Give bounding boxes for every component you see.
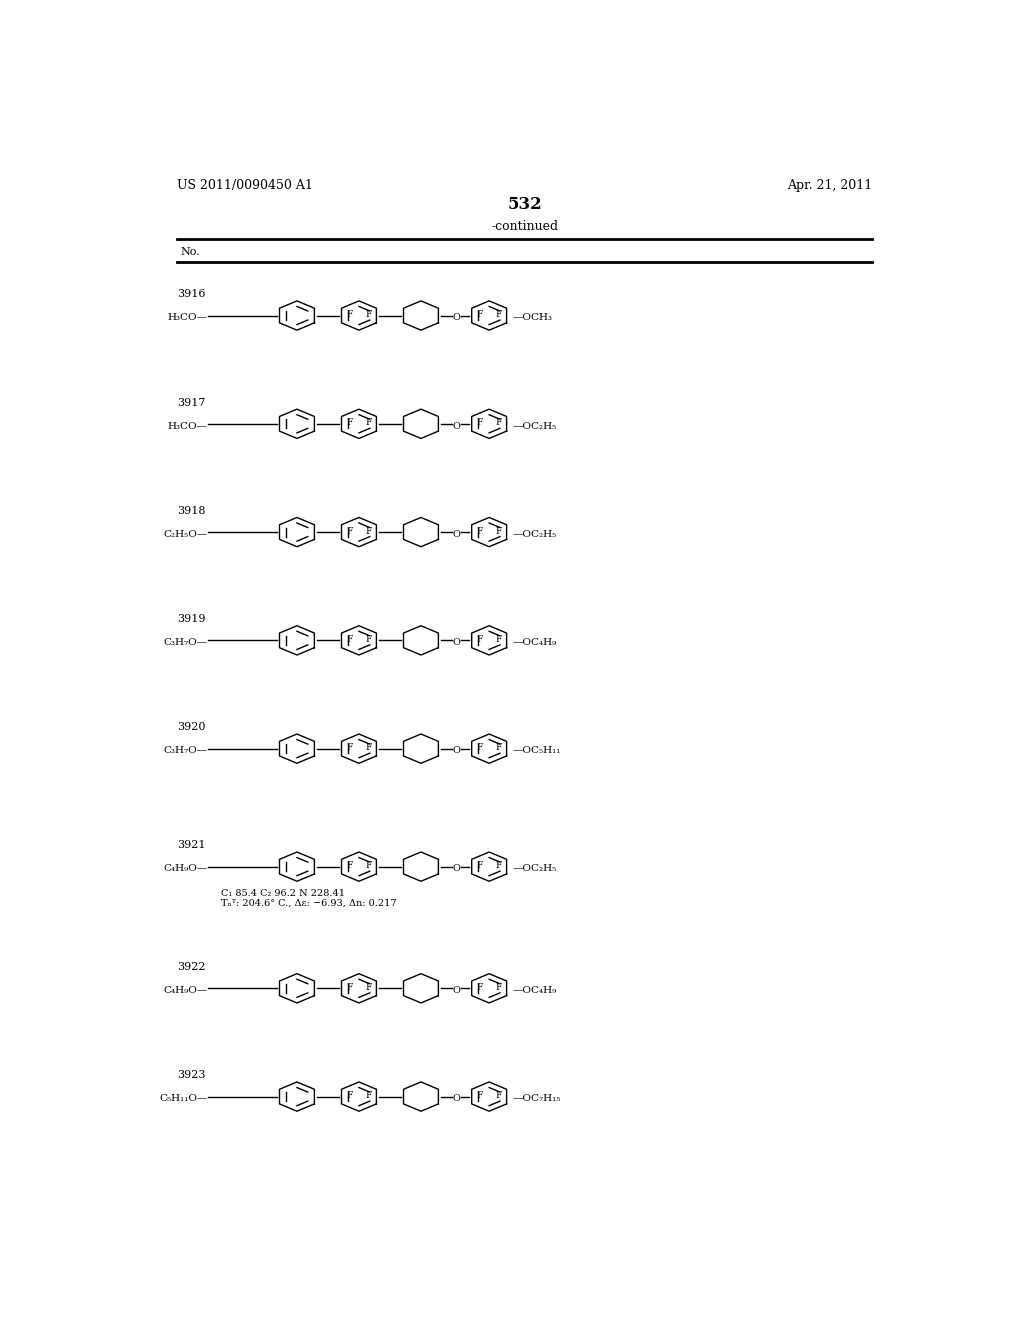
Text: F: F bbox=[496, 861, 502, 870]
Text: F: F bbox=[496, 418, 502, 428]
Text: F: F bbox=[346, 861, 352, 870]
Text: Apr. 21, 2011: Apr. 21, 2011 bbox=[786, 178, 872, 191]
Text: 3916: 3916 bbox=[177, 289, 206, 300]
Text: F: F bbox=[496, 983, 502, 991]
Text: F: F bbox=[476, 861, 483, 870]
Text: F: F bbox=[496, 310, 502, 319]
Text: F: F bbox=[366, 310, 372, 319]
Text: O: O bbox=[453, 421, 461, 430]
Text: F: F bbox=[476, 983, 483, 991]
Text: 3917: 3917 bbox=[177, 397, 205, 408]
Text: O: O bbox=[453, 865, 461, 874]
Text: F: F bbox=[476, 418, 483, 428]
Text: F: F bbox=[476, 527, 483, 536]
Text: —OC₅H₁₁: —OC₅H₁₁ bbox=[512, 747, 561, 755]
Text: O: O bbox=[453, 747, 461, 755]
Text: C₁ 85.4 C₂ 96.2 N 228.41: C₁ 85.4 C₂ 96.2 N 228.41 bbox=[221, 888, 345, 898]
Text: C₃H₇O—: C₃H₇O— bbox=[164, 638, 208, 647]
Text: F: F bbox=[476, 310, 483, 319]
Text: 532: 532 bbox=[508, 197, 542, 213]
Text: —OC₂H₅: —OC₂H₅ bbox=[512, 529, 557, 539]
Text: F: F bbox=[346, 527, 352, 536]
Text: O: O bbox=[453, 1094, 461, 1104]
Text: F: F bbox=[496, 743, 502, 752]
Text: F: F bbox=[496, 527, 502, 536]
Text: F: F bbox=[346, 743, 352, 752]
Text: O: O bbox=[453, 313, 461, 322]
Text: C₂H₅O—: C₂H₅O— bbox=[164, 529, 208, 539]
Text: 3920: 3920 bbox=[177, 722, 206, 733]
Text: F: F bbox=[366, 527, 372, 536]
Text: 3921: 3921 bbox=[177, 841, 206, 850]
Text: C₄H₉O—: C₄H₉O— bbox=[164, 865, 208, 874]
Text: H₃CO—: H₃CO— bbox=[168, 421, 208, 430]
Text: C₃H₇O—: C₃H₇O— bbox=[164, 747, 208, 755]
Text: 3923: 3923 bbox=[177, 1071, 206, 1081]
Text: —OC₄H₉: —OC₄H₉ bbox=[512, 986, 557, 995]
Text: —OCH₃: —OCH₃ bbox=[512, 313, 552, 322]
Text: F: F bbox=[366, 418, 372, 428]
Text: F: F bbox=[476, 743, 483, 752]
Text: O: O bbox=[453, 529, 461, 539]
Text: O: O bbox=[453, 986, 461, 995]
Text: F: F bbox=[366, 743, 372, 752]
Text: Tₙᵀ: 204.6° C., Δε: −6.93, Δn: 0.217: Tₙᵀ: 204.6° C., Δε: −6.93, Δn: 0.217 bbox=[221, 899, 396, 908]
Text: No.: No. bbox=[180, 247, 201, 257]
Text: —OC₇H₁₅: —OC₇H₁₅ bbox=[512, 1094, 561, 1104]
Text: US 2011/0090450 A1: US 2011/0090450 A1 bbox=[177, 178, 312, 191]
Text: -continued: -continued bbox=[492, 220, 558, 234]
Text: —OC₂H₅: —OC₂H₅ bbox=[512, 421, 557, 430]
Text: F: F bbox=[366, 1092, 372, 1100]
Text: F: F bbox=[366, 861, 372, 870]
Text: 3922: 3922 bbox=[177, 962, 206, 972]
Text: F: F bbox=[476, 635, 483, 644]
Text: F: F bbox=[496, 1092, 502, 1100]
Text: —OC₄H₉: —OC₄H₉ bbox=[512, 638, 557, 647]
Text: 3918: 3918 bbox=[177, 506, 206, 516]
Text: F: F bbox=[366, 635, 372, 644]
Text: F: F bbox=[346, 983, 352, 991]
Text: O: O bbox=[453, 638, 461, 647]
Text: F: F bbox=[366, 983, 372, 991]
Text: 3919: 3919 bbox=[177, 614, 206, 624]
Text: F: F bbox=[346, 635, 352, 644]
Text: F: F bbox=[346, 418, 352, 428]
Text: F: F bbox=[496, 635, 502, 644]
Text: —OC₂H₅: —OC₂H₅ bbox=[512, 865, 557, 874]
Text: C₄H₉O—: C₄H₉O— bbox=[164, 986, 208, 995]
Text: H₃CO—: H₃CO— bbox=[168, 313, 208, 322]
Text: F: F bbox=[346, 310, 352, 319]
Text: F: F bbox=[346, 1092, 352, 1100]
Text: F: F bbox=[476, 1092, 483, 1100]
Text: C₅H₁₁O—: C₅H₁₁O— bbox=[160, 1094, 208, 1104]
